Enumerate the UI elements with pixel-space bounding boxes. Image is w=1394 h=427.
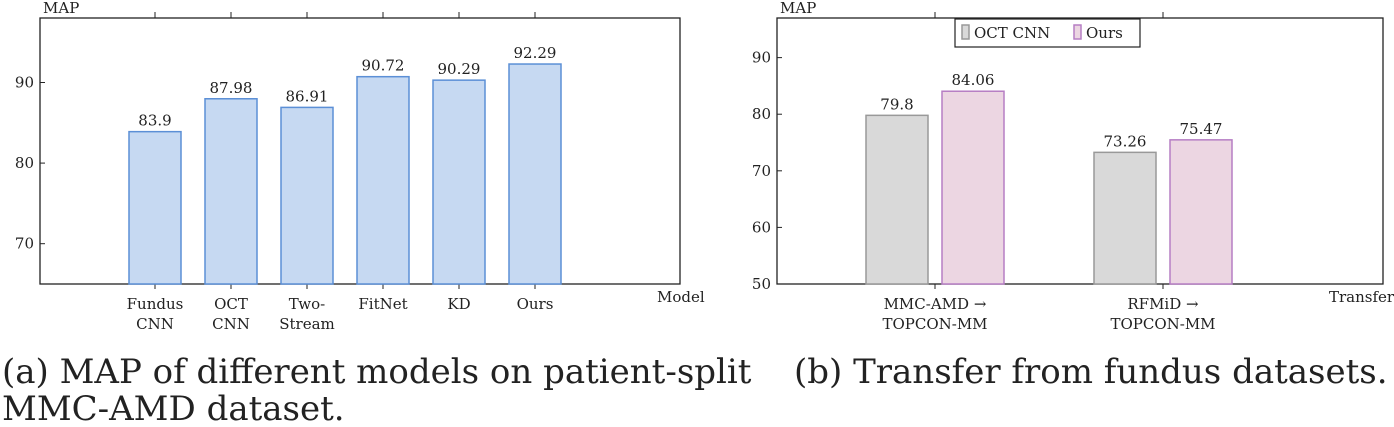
chart-a-ticks: 70 80 90 Fundus CNN OCT CNN Two- Stream FitNet KD O… <box>15 12 554 333</box>
caption-a-line1: (a) MAP of different models on patient-s… <box>2 352 752 392</box>
bar <box>356 75 410 285</box>
chart-a-bars: 83.9 87.98 86.91 90.72 90.29 92.29 <box>128 44 562 285</box>
chart-b-ticks: 50 60 70 80 90 MMC-AMD → TOPCON-MM RFMiD → TOPCO… <box>752 12 1216 333</box>
caption-b: (b) Transfer from fundus datasets. <box>794 352 1388 392</box>
chart-b-bars: 79.8 84.06 73.26 75.47 <box>865 71 1233 285</box>
bar <box>432 79 486 285</box>
bar <box>1093 151 1157 285</box>
bar <box>1169 139 1233 285</box>
legend-label-oct-cnn: OCT CNN <box>974 24 1050 42</box>
x-tick-label: TOPCON-MM <box>1110 315 1215 333</box>
data-label: 87.98 <box>210 79 253 97</box>
x-tick-label: Stream <box>279 315 335 333</box>
y-tick-label: 70 <box>15 235 34 253</box>
y-tick-label: 80 <box>15 154 34 172</box>
legend-box <box>954 18 1141 48</box>
y-tick-label: 90 <box>752 49 771 67</box>
x-tick-label: MMC-AMD → <box>884 295 987 313</box>
x-tick-label: FitNet <box>358 295 407 313</box>
data-label: 90.72 <box>362 57 405 75</box>
data-label: 84.06 <box>952 71 995 89</box>
chart-b-ylabel: MAP <box>780 0 816 17</box>
x-tick-label: Ours <box>517 295 554 313</box>
data-label: 83.9 <box>138 112 171 130</box>
data-label: 90.29 <box>438 60 481 78</box>
chart-b-legend: OCT CNN Ours <box>954 18 1141 48</box>
data-label: 73.26 <box>1104 132 1147 150</box>
chart-b-frame <box>776 17 1384 285</box>
x-tick-label: CNN <box>212 315 250 333</box>
caption-a-line2: MMC-AMD dataset. <box>2 389 345 427</box>
bar <box>941 90 1005 285</box>
x-tick-label: TOPCON-MM <box>882 315 987 333</box>
data-label: 79.8 <box>880 95 913 113</box>
y-tick-label: 60 <box>752 218 771 236</box>
legend-swatch-oct-cnn <box>961 24 970 40</box>
chart-a: MAP Model 70 80 90 Fundus CNN OCT CNN Two- Strea… <box>15 0 705 333</box>
bar <box>508 63 562 285</box>
y-tick-label: 80 <box>752 105 771 123</box>
x-tick-label: KD <box>447 295 470 313</box>
legend-swatch-ours <box>1073 24 1082 40</box>
bar <box>204 98 258 285</box>
data-label: 92.29 <box>514 44 557 62</box>
data-label: 75.47 <box>1180 120 1223 138</box>
x-tick-label: Fundus <box>127 295 184 313</box>
x-tick-label: RFMiD → <box>1127 295 1199 313</box>
chart-b-xlabel: Transfer <box>1329 288 1394 306</box>
y-tick-label: 70 <box>752 162 771 180</box>
y-tick-label: 50 <box>752 275 771 293</box>
legend-label-ours: Ours <box>1086 24 1123 42</box>
x-tick-label: Two- <box>289 295 325 313</box>
data-label: 86.91 <box>286 87 329 105</box>
bar <box>128 130 182 285</box>
chart-a-xlabel: Model <box>657 288 705 306</box>
bar <box>280 106 334 285</box>
bar <box>865 114 929 285</box>
y-tick-label: 90 <box>15 73 34 91</box>
chart-b: MAP Transfer 50 60 70 80 90 MMC-AMD → TOPCON-M… <box>752 0 1394 333</box>
chart-a-ylabel: MAP <box>43 0 79 17</box>
x-tick-label: CNN <box>136 315 174 333</box>
x-tick-label: OCT <box>214 295 248 313</box>
